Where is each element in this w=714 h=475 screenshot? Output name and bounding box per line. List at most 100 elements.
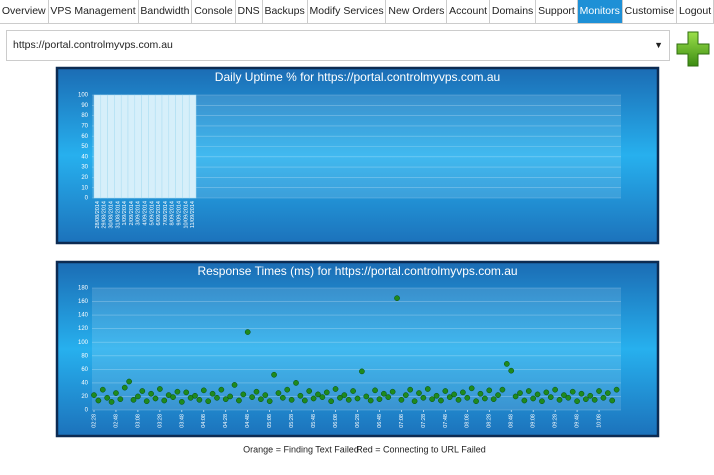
x-tick-label: 04:08 (201, 414, 207, 428)
point (385, 394, 392, 400)
point (416, 390, 422, 396)
point (407, 386, 414, 393)
point (139, 388, 146, 394)
point (411, 398, 418, 405)
x-tick-label: 02:28 (91, 414, 97, 428)
y-tick-label: 20 (81, 394, 88, 400)
x-tick-label: 06:28 (355, 414, 361, 428)
bar (141, 94, 149, 199)
point (271, 371, 277, 378)
bar (168, 94, 176, 199)
y-tick-label: 40 (81, 380, 88, 386)
point (394, 295, 400, 302)
y-tick-label: 20 (81, 175, 88, 181)
point (288, 396, 295, 403)
point (306, 388, 313, 394)
point (468, 385, 475, 392)
point (126, 378, 132, 385)
chart-title: Response Times (ms) for https://portal.c… (197, 264, 517, 278)
nav-tab[interactable]: Account (447, 0, 490, 23)
x-tick-label: 07:28 (421, 414, 427, 428)
point (157, 386, 163, 392)
point (389, 388, 396, 395)
x-tick-label: 09:28 (553, 414, 559, 428)
y-tick-label: 30 (81, 165, 88, 171)
bar (93, 94, 102, 199)
nav-tab[interactable]: Backups (263, 0, 308, 23)
x-tick-label: 02:48 (113, 414, 119, 428)
nav-tab[interactable]: New Orders (386, 0, 448, 23)
url-select-value: https://portal.controlmyvps.com.au (13, 39, 173, 51)
point (196, 396, 203, 403)
x-tick-label: 09:08 (531, 414, 537, 428)
nav-tab[interactable]: DNS (236, 0, 263, 23)
plot-area (92, 288, 621, 410)
point (104, 394, 111, 401)
point (372, 387, 378, 394)
point (539, 398, 545, 405)
y-tick-label: 100 (78, 93, 89, 99)
x-tick-label: 03:48 (179, 414, 185, 428)
point (192, 392, 198, 399)
nav-tab[interactable]: Monitors (577, 0, 623, 23)
x-tick-label: 05:08 (267, 414, 273, 428)
x-tick-label: 5/09/2014 (149, 201, 155, 225)
point (600, 394, 607, 401)
point (227, 393, 233, 400)
point (512, 393, 519, 400)
point (495, 392, 501, 398)
point (530, 395, 537, 402)
point (319, 394, 326, 400)
legend-note: Orange = Finding Text Failed (243, 444, 359, 454)
x-tick-label: 2/09/2014 (129, 201, 135, 225)
point (429, 396, 436, 403)
bar (175, 94, 183, 199)
x-tick-label: 8/09/2014 (170, 201, 176, 225)
point (376, 396, 383, 403)
point (121, 384, 128, 391)
point (420, 394, 427, 401)
x-tick-label: 31/08/2014 (115, 201, 121, 229)
nav-tab[interactable]: Support (536, 0, 578, 23)
point (609, 397, 616, 404)
point (446, 394, 453, 400)
point (583, 396, 589, 403)
point (460, 389, 466, 396)
nav-tab[interactable]: VPS Management (49, 0, 139, 23)
point (596, 388, 602, 394)
bar (134, 94, 142, 199)
dropdown-arrow[interactable]: ▼ (654, 40, 663, 50)
point (565, 394, 572, 401)
nav-tab[interactable]: Console (192, 0, 236, 23)
point (359, 368, 365, 375)
point (315, 391, 321, 398)
nav-tab[interactable]: Logout (677, 0, 714, 23)
x-tick-label: 7/09/2014 (163, 201, 169, 225)
x-tick-label: 1/09/2014 (122, 201, 128, 225)
x-tick-label: 05:48 (311, 414, 317, 428)
bar (120, 94, 129, 199)
point (262, 392, 269, 398)
legend-note: Red = Connecting to URL Failed (356, 444, 486, 454)
point (209, 390, 216, 397)
x-tick-label: 29/08/2014 (102, 201, 108, 229)
nav-tab[interactable]: Overview (0, 0, 49, 23)
x-tick-label: 08:08 (465, 414, 471, 428)
add-button[interactable] (676, 31, 710, 67)
x-tick-label: 3/09/2014 (136, 201, 142, 225)
x-tick-label: 03:08 (135, 414, 141, 428)
x-tick-label: 9/09/2014 (176, 201, 182, 225)
x-tick-label: 30/08/2014 (108, 201, 114, 229)
point (556, 396, 563, 403)
point (552, 386, 558, 393)
x-tick-label: 03:28 (157, 414, 163, 428)
nav-tab[interactable]: Domains (490, 0, 537, 23)
x-tick-label: 10:08 (596, 414, 602, 428)
point (135, 393, 141, 400)
nav-tab[interactable]: Bandwidth (139, 0, 193, 23)
url-select[interactable]: https://portal.controlmyvps.com.au ▼ (6, 30, 670, 61)
nav-tab[interactable]: Customise (623, 0, 678, 23)
nav-tab[interactable]: Modify Services (308, 0, 387, 23)
point (161, 397, 168, 404)
point (561, 392, 567, 398)
